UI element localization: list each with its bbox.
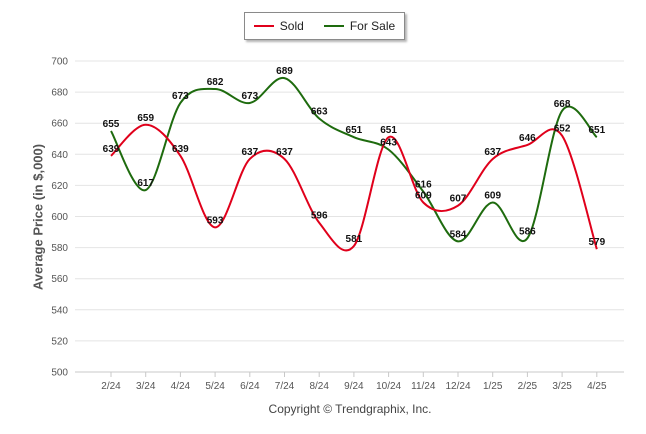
x-tick-label: 6/24 — [240, 381, 260, 392]
legend-label-sold: Sold — [279, 19, 304, 33]
data-label-for-sale: 682 — [207, 77, 224, 88]
y-tick-label: 500 — [51, 368, 68, 379]
data-label-for-sale: 689 — [276, 66, 293, 77]
legend-label-for-sale: For Sale — [349, 19, 396, 33]
y-tick-label: 520 — [51, 336, 68, 347]
data-label-for-sale: 586 — [519, 226, 536, 237]
data-label-for-sale: 616 — [415, 180, 432, 191]
data-label-for-sale: 617 — [137, 178, 154, 189]
data-label-sold: 637 — [241, 147, 258, 158]
y-tick-label: 560 — [51, 274, 68, 285]
copyright-footer: Copyright © Trendgraphix, Inc. — [268, 402, 432, 416]
legend-swatch-sold — [253, 25, 274, 27]
data-label-for-sale: 663 — [311, 107, 328, 118]
y-tick-label: 580 — [51, 243, 68, 254]
data-label-for-sale: 651 — [588, 125, 605, 136]
y-axis: 500 520 540 560 580 600 620 640 660 680 700 — [51, 57, 68, 379]
legend-swatch-for-sale — [323, 25, 344, 27]
data-label-sold: 651 — [380, 125, 397, 136]
x-tick-label: 8/24 — [309, 381, 329, 392]
x-axis: 2/24 3/24 4/24 5/24 6/24 7/24 8/24 9/24 10/24 11/… — [75, 371, 624, 392]
data-label-sold: 659 — [137, 113, 154, 124]
data-label-for-sale: 655 — [103, 119, 120, 130]
y-tick-label: 700 — [51, 57, 68, 68]
x-tick-label: 2/25 — [518, 381, 538, 392]
y-tick-label: 640 — [51, 150, 68, 161]
data-label-for-sale: 673 — [172, 91, 189, 102]
legend-item-for-sale[interactable]: For Sale — [323, 19, 396, 33]
data-label-sold: 596 — [311, 211, 328, 222]
legend: Sold For Sale — [244, 12, 405, 40]
y-tick-label: 680 — [51, 88, 68, 99]
x-tick-label: 10/24 — [376, 381, 401, 392]
data-label-sold: 607 — [450, 194, 467, 205]
series-line-sold — [110, 123, 598, 252]
x-tick-label: 11/24 — [411, 381, 436, 392]
data-label-for-sale: 673 — [241, 91, 258, 102]
y-tick-label: 660 — [51, 119, 68, 130]
data-label-sold: 609 — [415, 191, 432, 202]
legend-item-sold[interactable]: Sold — [253, 19, 304, 33]
y-tick-label: 620 — [51, 181, 68, 192]
data-label-for-sale: 584 — [450, 229, 467, 240]
y-tick-label: 540 — [51, 305, 68, 316]
data-label-sold: 637 — [484, 147, 501, 158]
x-tick-label: 5/24 — [205, 381, 225, 392]
data-label-sold: 646 — [519, 133, 536, 144]
data-labels: 639 659 639 593 637 637 596 581 651 609 607 637 646 6… — [103, 66, 606, 248]
data-label-sold: 639 — [103, 144, 120, 155]
x-tick-label: 3/24 — [136, 381, 156, 392]
data-label-for-sale: 668 — [554, 99, 571, 110]
series-line-for-sale — [110, 77, 598, 243]
series-lines — [110, 77, 598, 252]
x-tick-label: 1/25 — [483, 381, 503, 392]
x-tick-label: 9/24 — [344, 381, 364, 392]
data-label-sold: 579 — [588, 237, 605, 248]
data-label-sold: 637 — [276, 147, 293, 158]
x-tick-label: 12/24 — [445, 381, 470, 392]
y-axis-title: Average Price (in $,000) — [30, 143, 46, 291]
x-tick-label: 4/25 — [587, 381, 607, 392]
x-tick-label: 4/24 — [171, 381, 191, 392]
x-tick-label: 2/24 — [101, 381, 121, 392]
data-label-for-sale: 643 — [380, 138, 397, 149]
data-label-sold: 652 — [554, 124, 571, 135]
data-label-for-sale: 609 — [484, 191, 501, 202]
data-label-sold: 639 — [172, 144, 189, 155]
data-label-sold: 593 — [207, 215, 224, 226]
y-tick-label: 600 — [51, 212, 68, 223]
data-label-for-sale: 651 — [346, 125, 363, 136]
data-label-sold: 581 — [346, 234, 363, 245]
grid-lines — [75, 60, 624, 373]
x-tick-label: 7/24 — [275, 381, 295, 392]
x-tick-label: 3/25 — [552, 381, 572, 392]
